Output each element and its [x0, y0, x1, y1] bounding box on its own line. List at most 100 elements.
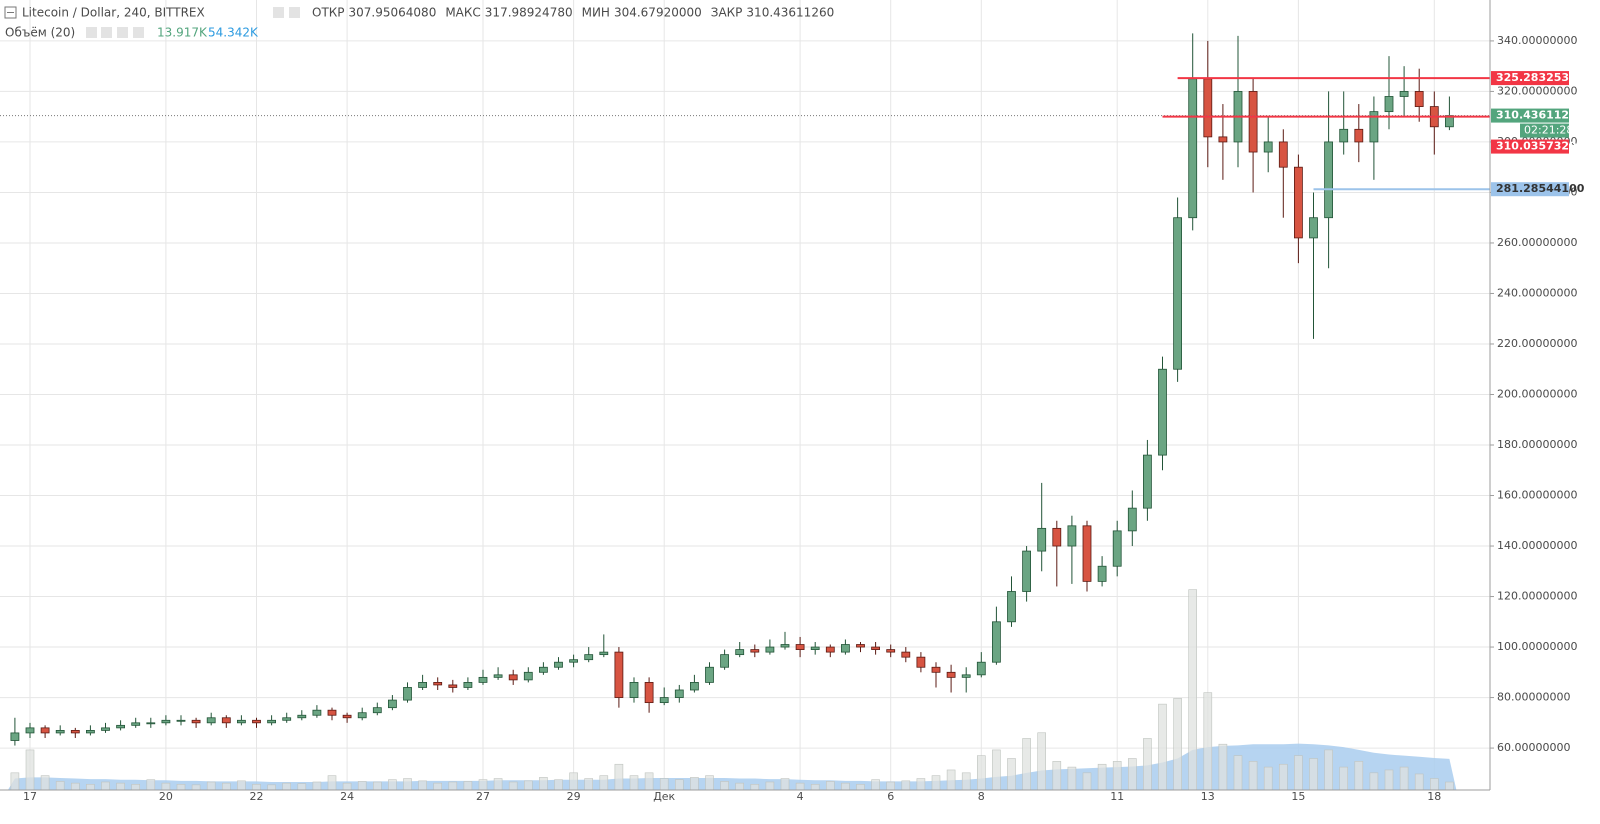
candle-body [1112, 530, 1122, 567]
volume-bar [1173, 698, 1182, 791]
candle-body [1218, 136, 1228, 143]
y-tick-label: 60.00000000 [1497, 741, 1570, 754]
current-price-label: 310.43611260 [1496, 109, 1585, 122]
candle-body [539, 666, 548, 673]
candle-body [976, 661, 986, 676]
candle-body [508, 674, 518, 681]
candle-body [327, 709, 337, 716]
volume-bar [1445, 781, 1454, 791]
candle-body [1294, 166, 1303, 239]
volume-bar [690, 777, 699, 791]
volume-bar [493, 778, 503, 791]
icon [289, 7, 300, 18]
volume-bar [810, 783, 820, 791]
volume-bar [101, 781, 110, 791]
volume-bar [841, 782, 850, 791]
volume-bar [1339, 766, 1348, 791]
volume-bar [1218, 743, 1228, 791]
volume-bar [403, 778, 412, 791]
x-tick-label: 11 [1110, 790, 1124, 803]
volume-bar [1384, 769, 1394, 791]
volume-bar [1324, 749, 1333, 791]
icon [101, 27, 112, 38]
volume-bar [976, 755, 986, 791]
volume-bar [1279, 763, 1288, 791]
candle-body [1158, 368, 1167, 456]
volume-bar [508, 781, 518, 791]
volume-bar [1233, 755, 1243, 791]
candle-body [750, 649, 760, 653]
x-tick-label: Дек [653, 790, 675, 803]
volume-bar [146, 779, 156, 791]
x-tick-label: 6 [887, 790, 894, 803]
candle-body [1052, 527, 1062, 547]
candle-body [599, 651, 609, 656]
stat-name: ОТКР [312, 6, 345, 20]
y-tick-label: 180.00000000 [1497, 438, 1577, 451]
countdown: 02:21:28 [1524, 124, 1573, 137]
volume-bar [1399, 766, 1409, 791]
x-tick-label: 17 [23, 790, 37, 803]
volume-bar [131, 783, 140, 791]
candle-body [463, 682, 473, 688]
y-tick-label: 80.00000000 [1497, 691, 1570, 704]
candle-body [342, 714, 352, 719]
x-tick-label: 22 [250, 790, 264, 803]
volume-bar [327, 775, 337, 791]
y-tick-label: 100.00000000 [1497, 640, 1577, 653]
volume-bar [1007, 758, 1016, 791]
volume-bar [86, 783, 95, 791]
y-tick-label: 260.00000000 [1497, 236, 1577, 249]
candle-body [1082, 525, 1092, 582]
volume-bar [25, 749, 35, 791]
candle-body [146, 722, 156, 725]
candle-body [267, 719, 277, 724]
x-tick-label: 8 [978, 790, 985, 803]
candle-body [810, 646, 820, 650]
y-tick-label: 340.00000000 [1497, 34, 1577, 47]
volume-bar [1203, 692, 1213, 791]
candle-body [765, 646, 775, 653]
candle-body [1097, 565, 1107, 582]
candle-body [735, 649, 745, 656]
candle-body [1248, 91, 1258, 153]
y-tick-label: 160.00000000 [1497, 489, 1577, 502]
x-tick-label: 20 [159, 790, 173, 803]
candle-body [841, 644, 850, 653]
candle-body [1143, 454, 1152, 509]
volume-bar [448, 781, 458, 791]
level-label-bg [1491, 139, 1569, 154]
volume-last: 13.917K [157, 26, 208, 40]
volume-bar [1263, 766, 1273, 791]
volume-bar [206, 781, 216, 791]
grid [0, 0, 1490, 790]
candle-body [176, 719, 186, 722]
volume-bar [961, 772, 971, 791]
volume-bar [1158, 703, 1167, 791]
candle-body [448, 684, 458, 688]
volume-bar [191, 784, 201, 791]
volume-bar [1369, 772, 1379, 791]
candle-body [674, 689, 684, 698]
stat-name: МИН [582, 6, 610, 20]
candle-body [690, 682, 699, 691]
volume-bar [720, 781, 729, 791]
volume-title: Объём (20) [5, 26, 75, 40]
volume-bar [629, 775, 639, 791]
volume-bar [71, 782, 80, 791]
candle-body [372, 707, 382, 714]
volume-bar [1128, 758, 1137, 791]
candle-body [1309, 217, 1318, 239]
candle-body [795, 644, 805, 650]
stat-value: 310.43611260 [746, 6, 834, 20]
candle-body [297, 714, 307, 719]
volume-bar [856, 783, 865, 791]
candle-body [1339, 128, 1349, 143]
volume-bar [433, 782, 443, 791]
volume-bar [357, 781, 367, 791]
y-tick-label: 220.00000000 [1497, 337, 1577, 350]
y-tick-label: 200.00000000 [1497, 387, 1577, 400]
candle-body [1037, 527, 1047, 552]
